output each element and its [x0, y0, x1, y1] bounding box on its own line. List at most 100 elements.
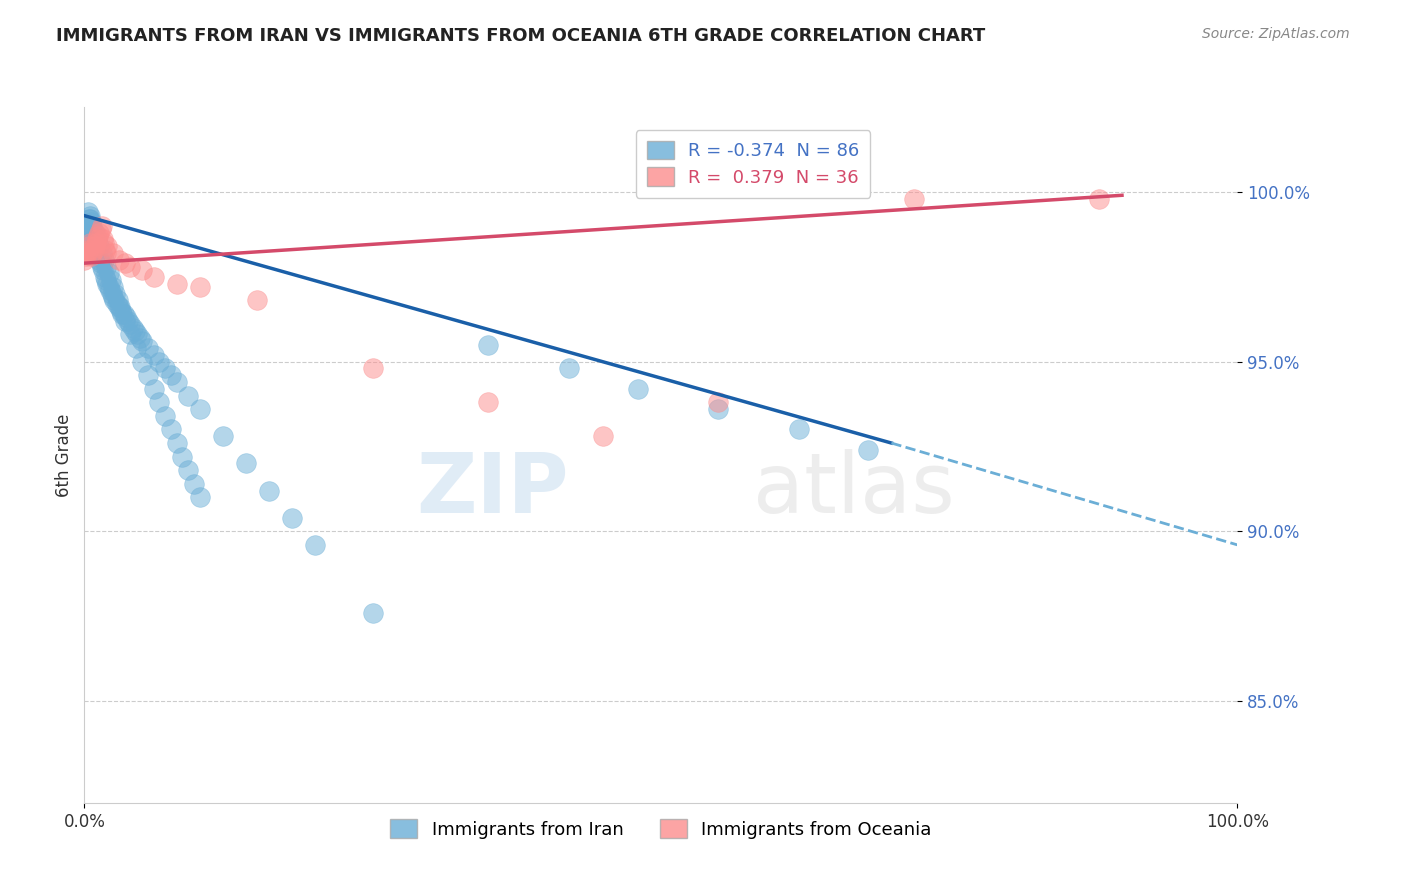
Point: [91, 232, 114, 246]
Point: [100, 273, 122, 287]
Point: [104, 286, 127, 301]
Point: [304, 538, 326, 552]
Point: [83, 243, 105, 257]
Point: [707, 395, 730, 409]
Point: [93, 252, 115, 267]
Point: [160, 422, 183, 436]
Point: [97, 280, 120, 294]
Point: [148, 354, 170, 368]
Point: [117, 314, 139, 328]
Point: [257, 483, 280, 498]
Point: [80, 249, 103, 263]
Point: [79, 209, 101, 223]
Point: [235, 457, 257, 471]
Point: [177, 388, 200, 402]
Point: [79, 235, 101, 250]
Point: [80, 215, 103, 229]
Point: [96, 246, 118, 260]
Point: [87, 249, 110, 263]
Point: [281, 510, 304, 524]
Point: [166, 277, 188, 291]
Point: [82, 246, 104, 260]
Point: [142, 382, 165, 396]
Point: [75, 249, 97, 263]
Point: [115, 310, 138, 325]
Point: [83, 239, 105, 253]
Point: [121, 320, 143, 334]
Point: [142, 348, 165, 362]
Point: [84, 239, 107, 253]
Point: [91, 263, 114, 277]
Point: [707, 402, 730, 417]
Point: [108, 252, 131, 267]
Point: [188, 491, 211, 505]
Point: [83, 229, 105, 244]
Point: [557, 361, 579, 376]
Point: [89, 226, 111, 240]
Point: [93, 235, 115, 250]
Point: [89, 256, 111, 270]
Point: [73, 252, 96, 267]
Point: [136, 368, 159, 383]
Point: [96, 277, 118, 291]
Point: [131, 354, 153, 368]
Point: [108, 300, 131, 314]
Point: [108, 300, 131, 314]
Point: [90, 246, 112, 260]
Point: [110, 303, 132, 318]
Point: [131, 263, 153, 277]
Point: [627, 382, 650, 396]
Point: [125, 341, 148, 355]
Point: [166, 436, 188, 450]
Point: [172, 450, 194, 464]
Point: [98, 283, 121, 297]
Point: [77, 239, 100, 253]
Point: [79, 212, 101, 227]
Text: IMMIGRANTS FROM IRAN VS IMMIGRANTS FROM OCEANIA 6TH GRADE CORRELATION CHART: IMMIGRANTS FROM IRAN VS IMMIGRANTS FROM …: [56, 27, 986, 45]
Point: [76, 219, 98, 233]
Point: [177, 463, 200, 477]
Point: [73, 235, 96, 250]
Point: [120, 327, 142, 342]
Point: [96, 260, 118, 274]
Point: [903, 192, 925, 206]
Legend: Immigrants from Iran, Immigrants from Oceania: Immigrants from Iran, Immigrants from Oc…: [380, 808, 942, 849]
Point: [858, 442, 880, 457]
Point: [131, 334, 153, 349]
Point: [136, 341, 159, 355]
Point: [96, 239, 118, 253]
Point: [103, 290, 124, 304]
Point: [160, 368, 183, 383]
Point: [82, 222, 104, 236]
Point: [86, 243, 108, 257]
Point: [89, 222, 111, 236]
Point: [153, 361, 176, 376]
Point: [103, 293, 125, 308]
Point: [96, 273, 118, 287]
Point: [211, 429, 233, 443]
Point: [142, 269, 165, 284]
Point: [97, 266, 120, 280]
Point: [76, 243, 98, 257]
Point: [128, 331, 150, 345]
Point: [89, 252, 111, 267]
Point: [361, 606, 384, 620]
Point: [76, 246, 98, 260]
Point: [592, 429, 614, 443]
Point: [1088, 192, 1111, 206]
Point: [477, 395, 499, 409]
Point: [166, 375, 188, 389]
Point: [183, 476, 205, 491]
Point: [89, 239, 111, 253]
Point: [90, 260, 112, 274]
Point: [83, 232, 105, 246]
Point: [188, 402, 211, 417]
Point: [77, 212, 100, 227]
Text: Source: ZipAtlas.com: Source: ZipAtlas.com: [1202, 27, 1350, 41]
Point: [86, 232, 108, 246]
Point: [120, 260, 142, 274]
Point: [114, 256, 136, 270]
Point: [84, 235, 107, 250]
Point: [90, 219, 112, 233]
Point: [188, 280, 211, 294]
